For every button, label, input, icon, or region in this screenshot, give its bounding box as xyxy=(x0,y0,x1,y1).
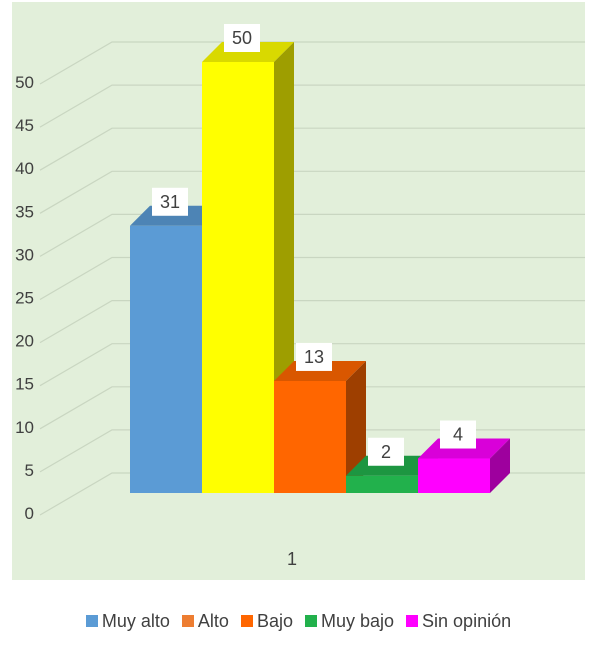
y-tick-label: 30 xyxy=(15,245,34,264)
y-tick-label: 20 xyxy=(15,332,34,351)
gridline xyxy=(39,300,585,344)
plot-area xyxy=(12,2,585,580)
y-tick-label: 15 xyxy=(15,375,34,394)
legend-item-sin-opinion: Sin opinión xyxy=(406,611,511,632)
data-label-box xyxy=(440,420,476,449)
legend-label: Sin opinión xyxy=(422,610,512,631)
bar-side-sin-opinion xyxy=(490,438,510,493)
bar-sin-opinion xyxy=(418,458,490,493)
bar-muy-bajo xyxy=(346,475,418,493)
data-label-box xyxy=(368,437,404,466)
legend-label: Muy bajo xyxy=(320,610,395,631)
data-label: 50 xyxy=(232,28,252,48)
data-label-box xyxy=(296,342,332,371)
data-label: 13 xyxy=(304,347,324,367)
y-tick-label: 35 xyxy=(15,202,34,221)
legend-swatch xyxy=(304,615,317,627)
gridline xyxy=(39,41,585,85)
y-tick-label: 45 xyxy=(15,116,34,135)
y-tick-label: 50 xyxy=(15,73,34,92)
bar-side-bajo xyxy=(346,360,366,493)
legend-item-muy-alto: Muy alto xyxy=(85,610,170,632)
gridline xyxy=(39,84,585,128)
gridline xyxy=(39,127,585,171)
legend-swatch xyxy=(240,615,253,627)
bar-muy-alto xyxy=(130,225,202,493)
gridline xyxy=(39,429,585,473)
legend-swatch xyxy=(406,615,419,627)
gridline xyxy=(39,343,585,387)
legend-swatch xyxy=(181,615,194,627)
data-label: 2 xyxy=(381,442,391,462)
data-label: 31 xyxy=(160,192,180,212)
data-label-box xyxy=(224,24,260,52)
gridline xyxy=(39,386,585,430)
y-tick-label: 25 xyxy=(15,289,34,308)
legend-item-muy-bajo: Muy bajo xyxy=(304,610,395,632)
x-category-label: 1 xyxy=(287,549,297,569)
y-tick-label: 5 xyxy=(25,461,34,480)
gridline xyxy=(39,170,585,214)
legend-label: Muy alto xyxy=(101,610,170,631)
gridline xyxy=(39,213,585,257)
y-tick-label: 40 xyxy=(15,159,34,178)
legend-item-alto: Alto xyxy=(181,610,229,632)
chart-legend: Muy alto Alto Bajo Muy bajo Sin opinión xyxy=(0,606,597,636)
bar-alto xyxy=(202,62,274,493)
data-label: 4 xyxy=(453,425,463,445)
legend-swatch xyxy=(85,615,98,627)
legend-label: Bajo xyxy=(256,610,293,631)
legend-item-bajo: Bajo xyxy=(240,610,293,632)
bar-bajo xyxy=(274,380,346,493)
y-tick-label: 0 xyxy=(25,504,34,523)
legend-label: Alto xyxy=(197,610,229,631)
data-label-box xyxy=(152,187,188,216)
gridline xyxy=(39,256,585,301)
y-tick-label: 10 xyxy=(15,418,34,437)
